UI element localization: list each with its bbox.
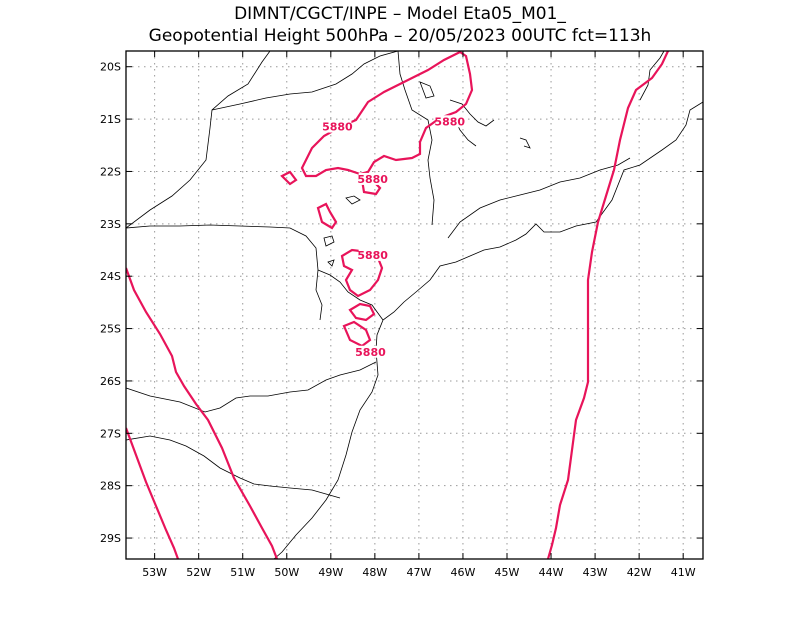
contour-label-bg xyxy=(358,248,387,261)
contour-line-southwest xyxy=(126,427,180,559)
border-go-ms xyxy=(126,51,271,229)
lon-tick-label: 53W xyxy=(142,566,167,579)
contour-label-5880: 5880 xyxy=(357,173,388,186)
contour-blob-a xyxy=(280,170,298,186)
map-title-line-1: DIMNT/CGCT/INPE – Model Eta05_M01_ xyxy=(234,4,566,24)
islands-sp xyxy=(323,195,361,267)
graticule-grid xyxy=(126,51,703,559)
lat-tick-label: 21S xyxy=(100,113,121,126)
lon-tick-label: 52W xyxy=(186,566,211,579)
lon-tick-label: 41W xyxy=(671,566,696,579)
lakes-mg xyxy=(419,81,531,149)
border-sc-rs xyxy=(126,435,341,499)
contour-label-bg xyxy=(356,345,385,358)
border-sp-pr xyxy=(317,269,384,321)
contour-line-east xyxy=(546,51,669,559)
lat-tick-label: 25S xyxy=(100,323,121,336)
contour-blob-f xyxy=(342,320,372,348)
lon-tick-label: 47W xyxy=(406,566,431,579)
contour-label-bg xyxy=(323,120,352,133)
contour-blob-c xyxy=(316,202,338,230)
lat-tick-label: 27S xyxy=(100,427,121,440)
lat-tick-label: 29S xyxy=(100,532,121,545)
longitude-axis: 53W 52W 51W 50W 49W 48W 47W 46W 45W 44W 43W 42W 41W xyxy=(142,51,696,579)
lat-tick-label: 26S xyxy=(100,375,121,388)
contour-label-bg xyxy=(435,115,464,128)
lon-tick-label: 45W xyxy=(495,566,520,579)
contour-label-bg xyxy=(358,172,387,185)
latitude-axis: 20S 21S 22S 23S 24S 25S 26S 27S 28S 29S xyxy=(100,61,703,545)
lat-tick-label: 28S xyxy=(100,480,121,493)
map-title-line-2: Geopotential Height 500hPa – 20/05/2023 … xyxy=(148,26,652,46)
border-pr-sc xyxy=(126,361,377,413)
lon-tick-label: 50W xyxy=(274,566,299,579)
lon-tick-label: 42W xyxy=(627,566,652,579)
border-ms-sp xyxy=(126,224,323,321)
lat-tick-label: 24S xyxy=(100,270,121,283)
border-mg-rj-es xyxy=(639,51,665,101)
political-borders xyxy=(126,51,703,559)
lon-tick-label: 43W xyxy=(583,566,608,579)
contour-label-5880: 5880 xyxy=(357,249,388,262)
coastline xyxy=(273,101,703,559)
contour-label-5880: 5880 xyxy=(434,115,465,128)
lat-tick-label: 22S xyxy=(100,165,121,178)
lat-tick-label: 20S xyxy=(100,61,121,74)
lon-tick-label: 46W xyxy=(451,566,476,579)
map-frame xyxy=(125,50,704,560)
border-mt-go xyxy=(211,51,399,111)
contour-blob-e xyxy=(348,302,376,322)
contour-line-west xyxy=(126,267,279,559)
contour-label-5880: 5880 xyxy=(322,121,353,134)
contour-line-north xyxy=(300,51,474,178)
lon-tick-label: 51W xyxy=(230,566,255,579)
contour-label-5880: 5880 xyxy=(355,346,386,359)
geopotential-contours xyxy=(126,51,669,559)
lon-tick-label: 49W xyxy=(318,566,343,579)
border-mg-es-rj xyxy=(447,157,631,239)
contour-labels: 5880 5880 5880 5880 5880 xyxy=(322,115,465,359)
lat-tick-label: 23S xyxy=(100,218,121,231)
lon-tick-label: 48W xyxy=(362,566,387,579)
lon-tick-label: 44W xyxy=(539,566,564,579)
